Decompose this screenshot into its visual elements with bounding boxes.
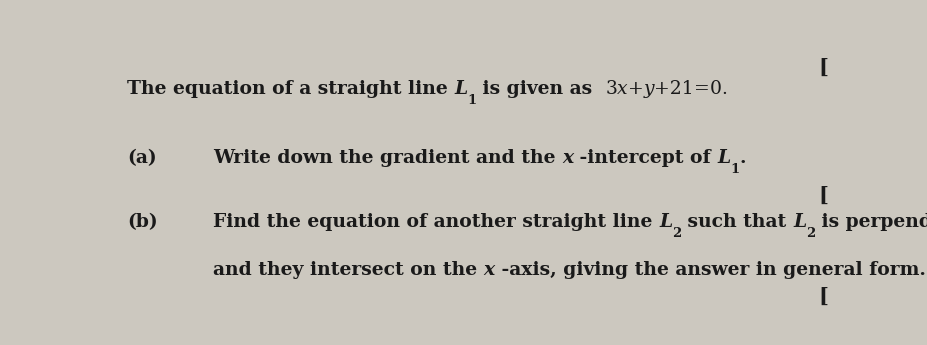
Text: L: L — [793, 213, 806, 231]
Text: Find the equation of another straight line: Find the equation of another straight li… — [213, 213, 658, 231]
Text: y: y — [643, 80, 654, 98]
Text: 0: 0 — [709, 80, 721, 98]
Text: x: x — [616, 80, 628, 98]
Text: 3: 3 — [604, 80, 616, 98]
Text: -intercept of: -intercept of — [573, 149, 717, 167]
Text: .: . — [739, 149, 745, 167]
Text: 1: 1 — [466, 94, 476, 107]
Text: x: x — [483, 261, 494, 279]
Text: [: [ — [818, 58, 827, 78]
Text: Write down the gradient and the: Write down the gradient and the — [213, 149, 562, 167]
Text: L: L — [453, 80, 466, 98]
Text: 1: 1 — [730, 163, 739, 176]
Text: such that: such that — [680, 213, 793, 231]
Text: -axis, giving the answer in general form.: -axis, giving the answer in general form… — [494, 261, 925, 279]
Text: and they intersect on the: and they intersect on the — [213, 261, 483, 279]
Text: is perpendicular to: is perpendicular to — [815, 213, 927, 231]
Text: 2: 2 — [806, 227, 815, 240]
Text: L: L — [717, 149, 730, 167]
Text: (a): (a) — [127, 149, 157, 167]
Text: .: . — [721, 80, 727, 98]
Text: The equation of a straight line: The equation of a straight line — [127, 80, 453, 98]
Text: x: x — [562, 149, 573, 167]
Text: is given as: is given as — [476, 80, 604, 98]
Text: 2: 2 — [671, 227, 680, 240]
Text: L: L — [658, 213, 671, 231]
Text: [: [ — [818, 286, 827, 306]
Text: [: [ — [818, 186, 827, 206]
Text: =: = — [693, 80, 709, 98]
Text: +: + — [628, 80, 643, 98]
Text: +21: +21 — [654, 80, 693, 98]
Text: (b): (b) — [127, 213, 158, 231]
